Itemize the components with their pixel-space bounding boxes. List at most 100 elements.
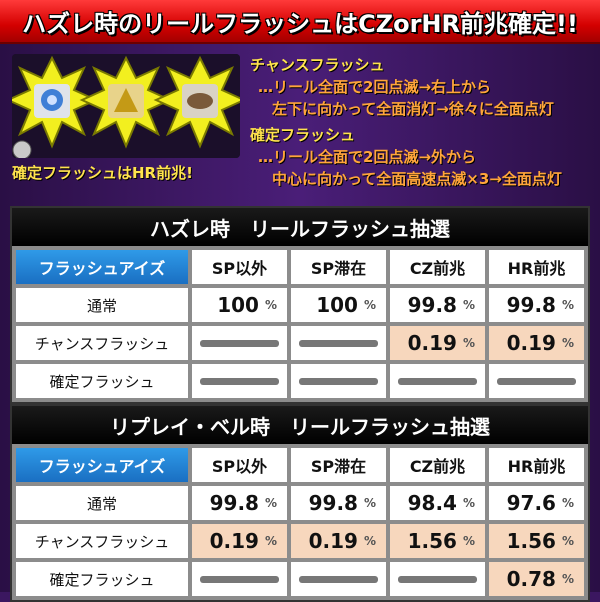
empty-cell bbox=[291, 562, 386, 596]
column-header: CZ前兆 bbox=[390, 250, 485, 284]
value-cell: 0.19% bbox=[489, 326, 584, 360]
title-banner: ハズレ時のリールフラッシュはCZorHR前兆確定!! bbox=[0, 0, 600, 44]
empty-cell bbox=[291, 364, 386, 398]
percent-unit: % bbox=[462, 298, 475, 312]
row-header: 確定フラッシュ bbox=[16, 364, 188, 398]
value-cell: 97.6% bbox=[489, 486, 584, 520]
empty-cell bbox=[291, 326, 386, 360]
value-cell: 0.19% bbox=[291, 524, 386, 558]
desc-heading-chance: チャンスフラッシュ bbox=[250, 56, 385, 74]
value-cell: 99.8% bbox=[291, 486, 386, 520]
empty-cell bbox=[192, 364, 287, 398]
desc-line: …リール全面で2回点滅→外から bbox=[258, 148, 477, 166]
dash-bar bbox=[397, 377, 478, 385]
flash-burst-right bbox=[153, 55, 240, 149]
table-grid: フラッシュアイズ SP以外 SP滞在 CZ前兆 HR前兆 通常 99.8% 99.8% 98.4… bbox=[12, 444, 588, 600]
row-header: 確定フラッシュ bbox=[16, 562, 188, 596]
table-title: ハズレ時 リールフラッシュ抽選 bbox=[12, 208, 588, 246]
value-number: 100 bbox=[316, 293, 358, 317]
percent-unit: % bbox=[561, 572, 574, 586]
value-number: 1.56 bbox=[506, 529, 556, 553]
percent-unit: % bbox=[264, 534, 277, 548]
value-number: 0.19 bbox=[308, 529, 358, 553]
dash-bar bbox=[298, 339, 379, 347]
reel-flash-image bbox=[12, 54, 240, 158]
value-cell: 99.8% bbox=[390, 288, 485, 322]
reel-illustration bbox=[12, 54, 240, 158]
desc-line: 左下に向かって全面消灯→徐々に全面点灯 bbox=[272, 100, 554, 118]
value-number: 0.78 bbox=[506, 567, 556, 591]
value-number: 99.8 bbox=[407, 293, 457, 317]
column-header: HR前兆 bbox=[489, 250, 584, 284]
empty-cell bbox=[390, 562, 485, 596]
value-number: 99.8 bbox=[209, 491, 259, 515]
value-cell: 100% bbox=[192, 288, 287, 322]
value-cell: 0.19% bbox=[390, 326, 485, 360]
percent-unit: % bbox=[561, 534, 574, 548]
table-corner-header: フラッシュアイズ bbox=[16, 250, 188, 284]
column-header: HR前兆 bbox=[489, 448, 584, 482]
value-number: 99.8 bbox=[506, 293, 556, 317]
value-number: 97.6 bbox=[506, 491, 556, 515]
value-number: 100 bbox=[217, 293, 259, 317]
desc-heading-confirm: 確定フラッシュ bbox=[250, 126, 356, 144]
table-replay-bell: リプレイ・ベル時 リールフラッシュ抽選フラッシュアイズ SP以外 SP滞在 CZ前兆 H… bbox=[10, 404, 590, 602]
dash-bar bbox=[298, 377, 379, 385]
dash-bar bbox=[199, 339, 280, 347]
dash-bar bbox=[199, 377, 280, 385]
value-number: 1.56 bbox=[407, 529, 457, 553]
column-header: CZ前兆 bbox=[390, 448, 485, 482]
percent-unit: % bbox=[561, 496, 574, 510]
percent-unit: % bbox=[462, 336, 475, 350]
value-number: 0.19 bbox=[506, 331, 556, 355]
value-cell: 100% bbox=[291, 288, 386, 322]
row-header: チャンスフラッシュ bbox=[16, 326, 188, 360]
dash-bar bbox=[397, 575, 478, 583]
banner-title: ハズレ時のリールフラッシュはCZorHR前兆確定!! bbox=[22, 9, 578, 38]
empty-cell bbox=[192, 562, 287, 596]
dash-bar bbox=[298, 575, 379, 583]
percent-unit: % bbox=[462, 496, 475, 510]
dash-bar bbox=[496, 377, 577, 385]
empty-cell bbox=[390, 364, 485, 398]
value-cell: 0.19% bbox=[192, 524, 287, 558]
percent-unit: % bbox=[462, 534, 475, 548]
column-header: SP滞在 bbox=[291, 250, 386, 284]
table-grid: フラッシュアイズ SP以外 SP滞在 CZ前兆 HR前兆 通常 100% 100% 99.8% 9… bbox=[12, 246, 588, 402]
percent-unit: % bbox=[363, 496, 376, 510]
column-header: SP以外 bbox=[192, 250, 287, 284]
value-number: 0.19 bbox=[407, 331, 457, 355]
value-cell: 98.4% bbox=[390, 486, 485, 520]
percent-unit: % bbox=[264, 298, 277, 312]
value-cell: 99.8% bbox=[192, 486, 287, 520]
dash-bar bbox=[199, 575, 280, 583]
value-number: 98.4 bbox=[407, 491, 457, 515]
column-header: SP以外 bbox=[192, 448, 287, 482]
reel-caption: 確定フラッシュはHR前兆! bbox=[12, 164, 193, 182]
value-number: 99.8 bbox=[308, 491, 358, 515]
value-cell: 1.56% bbox=[390, 524, 485, 558]
desc-line: …リール全面で2回点滅→右上から bbox=[258, 78, 492, 96]
value-cell: 1.56% bbox=[489, 524, 584, 558]
flash-burst-center bbox=[79, 55, 173, 149]
table-corner-header: フラッシュアイズ bbox=[16, 448, 188, 482]
percent-unit: % bbox=[264, 496, 277, 510]
row-header: 通常 bbox=[16, 486, 188, 520]
percent-unit: % bbox=[561, 298, 574, 312]
value-cell: 0.78% bbox=[489, 562, 584, 596]
row-header: 通常 bbox=[16, 288, 188, 322]
column-header: SP滞在 bbox=[291, 448, 386, 482]
flash-burst-left bbox=[12, 55, 99, 149]
percent-unit: % bbox=[363, 534, 376, 548]
percent-unit: % bbox=[363, 298, 376, 312]
row-header: チャンスフラッシュ bbox=[16, 524, 188, 558]
value-cell: 99.8% bbox=[489, 288, 584, 322]
empty-cell bbox=[192, 326, 287, 360]
percent-unit: % bbox=[561, 336, 574, 350]
table-title: リプレイ・ベル時 リールフラッシュ抽選 bbox=[12, 406, 588, 444]
desc-line: 中心に向かって全面高速点滅×3→全面点灯 bbox=[272, 170, 562, 188]
empty-cell bbox=[489, 364, 584, 398]
table-hazure: ハズレ時 リールフラッシュ抽選フラッシュアイズ SP以外 SP滞在 CZ前兆 HR前兆通… bbox=[10, 206, 590, 404]
value-number: 0.19 bbox=[209, 529, 259, 553]
